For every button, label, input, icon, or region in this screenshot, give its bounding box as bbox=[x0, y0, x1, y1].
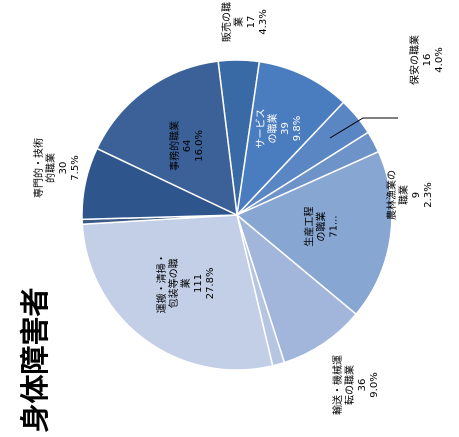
slice-label-line: 9 bbox=[411, 192, 422, 198]
leader-lines bbox=[329, 117, 398, 139]
slice-label: 農林漁業の 職業 9 2.3% bbox=[385, 170, 434, 220]
slice-label-line: 保安の職業 bbox=[408, 35, 421, 85]
slice-label-line: 販売の職 bbox=[220, 2, 233, 42]
slice-label-line: 111 bbox=[193, 274, 204, 293]
slice-label-line: の職業 bbox=[315, 212, 328, 242]
slice-label: 生産工程 の職業 71... bbox=[303, 207, 340, 247]
slice-label-line: 9.8% bbox=[292, 116, 303, 141]
slice-label-line: サービス bbox=[255, 109, 267, 149]
slice-labels: 販売の職業 17 4.3%サービス の職業 39 9.8%保安の職業 16 4.0%農林漁業の… bbox=[32, 2, 445, 415]
slice-label-line: 39 bbox=[280, 122, 291, 135]
slice-label: 保安の職業 16 4.0% bbox=[408, 35, 445, 85]
slice-label-line: 運搬・清掃・ bbox=[155, 253, 168, 313]
slice-label-line: 転の職業 bbox=[343, 365, 356, 405]
slice-label-line: 36 bbox=[357, 379, 368, 392]
slice-label-line: 7.5% bbox=[70, 155, 81, 180]
slice-label-line: 農林漁業の bbox=[385, 170, 398, 220]
slice-label: 事務的職業 64 16.0% bbox=[168, 121, 205, 171]
slice-label-line: 事務的職業 bbox=[168, 121, 181, 171]
slice-label-line: 71... bbox=[329, 215, 340, 237]
slice-label: 販売の職業 17 4.3% bbox=[220, 2, 269, 42]
slice-label-line: 17 bbox=[246, 16, 257, 29]
slice-label-line: 的職業 bbox=[44, 153, 57, 183]
slice-label-line: 9.0% bbox=[369, 372, 380, 397]
pie-slice bbox=[81, 214, 274, 371]
slice-label-line: 64 bbox=[182, 140, 193, 153]
slice-label: サービス の職業 39 9.8% bbox=[255, 109, 303, 149]
pie-slice bbox=[235, 60, 345, 218]
slice-label-line: 16.0% bbox=[194, 130, 205, 162]
slice-label-line: 業 bbox=[232, 17, 245, 27]
slice-label-line: 生産工程 bbox=[303, 207, 316, 247]
slice-label: 運搬・清掃・ 包装等の職業 111 27.8% bbox=[155, 253, 216, 313]
slice-label-line: 専門的・技術 bbox=[32, 138, 45, 198]
slice-label-line: 輸送・機械運 bbox=[331, 355, 344, 415]
slice-label-line: 業 bbox=[179, 278, 192, 288]
slice-label: 専門的・技術 的職業 30 7.5% bbox=[32, 138, 81, 198]
slice-label-line: 4.0% bbox=[434, 47, 445, 72]
leader-line bbox=[329, 117, 398, 139]
pie-slice bbox=[235, 212, 358, 364]
pie-slice bbox=[235, 150, 393, 316]
slice-label-line: 包装等の職 bbox=[167, 258, 180, 308]
slice-label-line: 30 bbox=[58, 162, 69, 175]
slice-label-line: 2.3% bbox=[423, 182, 434, 207]
pie-slices bbox=[81, 59, 393, 371]
slice-label-line: 16 bbox=[422, 54, 433, 67]
slice-label-line: 4.3% bbox=[258, 9, 269, 34]
slice-label-line: の職業 bbox=[266, 114, 279, 144]
slice-label-line: 27.8% bbox=[205, 268, 216, 300]
chart-title: 身体障害者 bbox=[18, 287, 52, 432]
slice-label-line: 職業 bbox=[397, 185, 410, 205]
pie-slice bbox=[95, 60, 238, 217]
slice-label: 輸送・機械運 転の職業 36 9.0% bbox=[331, 355, 380, 415]
